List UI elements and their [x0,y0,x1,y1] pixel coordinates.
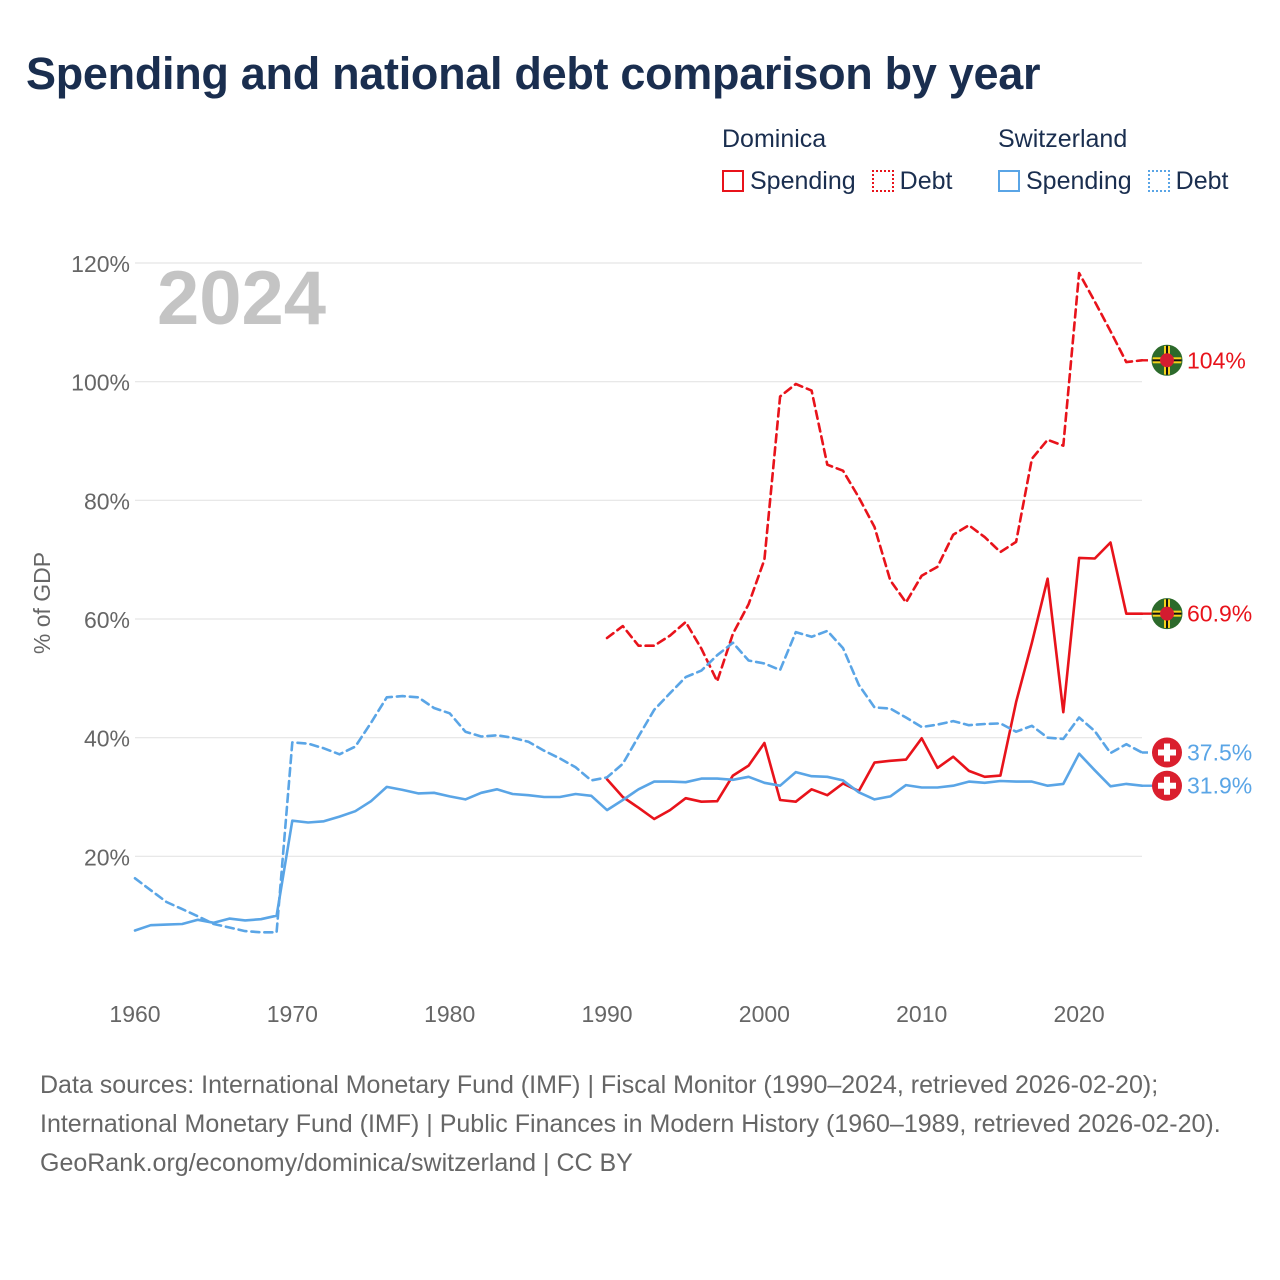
chart-title: Spending and national debt comparison by… [26,48,1041,99]
x-tick-label: 2020 [1053,1001,1104,1027]
year-watermark: 2024 [157,256,326,341]
y-tick-label: 100% [71,370,130,396]
dominica-flag-icon[interactable] [1151,598,1183,630]
end-value-label: 31.9% [1187,773,1252,799]
x-tick-label: 2000 [739,1001,790,1027]
legend-label-dominica-debt: Debt [899,166,953,195]
line-chart: 2024 20% 40% 60% 80% 100% 120% 1960 1970 1980 199… [29,251,1252,1027]
legend-item-switzerland-spending[interactable]: Spending [998,167,1132,196]
x-tick-label: 1960 [109,1001,160,1027]
legend-switzerland: Switzerland Spending Debt [998,122,1228,198]
y-tick-label: 40% [84,726,130,752]
y-tick-label: 80% [84,488,130,514]
switzerland-flag-icon[interactable] [1152,770,1182,801]
series-line-dominica-spending[interactable] [605,541,1144,821]
legend-label-switzerland-debt: Debt [1175,166,1229,195]
legend-dominica: Dominica Spending Debt [722,122,952,198]
switzerland-flag-icon[interactable] [1152,737,1182,768]
legend-country-switzerland: Switzerland [998,125,1128,153]
legend-item-dominica-spending[interactable]: Spending [722,167,856,196]
legend-swatch-solid-icon [722,170,744,192]
data-sources: Data sources: International Monetary Fun… [40,1071,1221,1138]
x-tick-label: 1980 [424,1001,475,1027]
series-line-dominica-debt[interactable] [605,271,1144,683]
dominica-flag-icon[interactable] [1151,344,1183,376]
axes: 20% 40% 60% 80% 100% 120% 1960 1970 1980 1990 2000… [71,251,1104,1027]
x-tick-label: 2010 [896,1001,947,1027]
legend-label-dominica-spending: Spending [750,166,856,195]
legend-country-dominica: Dominica [722,125,827,153]
y-tick-label: 120% [71,251,130,277]
legend-item-switzerland-debt[interactable]: Debt [1147,166,1229,196]
legend-swatch-dotted-icon [1147,170,1170,192]
series-line-switzerland-spending[interactable] [133,752,1144,932]
legend-item-dominica-debt[interactable]: Debt [871,166,953,196]
legend-swatch-solid-icon [998,170,1020,192]
y-tick-label: 20% [84,844,130,870]
y-axis-label: % of GDP [29,552,55,654]
end-markers: 104% 60.9% 37.5% 31.9% [1142,344,1252,801]
y-tick-label: 60% [84,607,130,633]
source-credit-link[interactable]: GeoRank.org/economy/dominica/switzerland… [40,1149,633,1177]
series-line-switzerland-debt[interactable] [133,629,1144,934]
footer: Data sources: International Monetary Fun… [40,1066,1240,1183]
end-value-label: 60.9% [1187,601,1252,627]
end-value-label: 37.5% [1187,740,1252,766]
x-tick-label: 1970 [267,1001,318,1027]
gridlines [135,262,1142,857]
series-lines [133,271,1144,934]
x-tick-label: 1990 [581,1001,632,1027]
end-value-label: 104% [1187,347,1246,373]
legend-label-switzerland-spending: Spending [1026,166,1132,195]
legend-swatch-dotted-icon [871,170,894,192]
